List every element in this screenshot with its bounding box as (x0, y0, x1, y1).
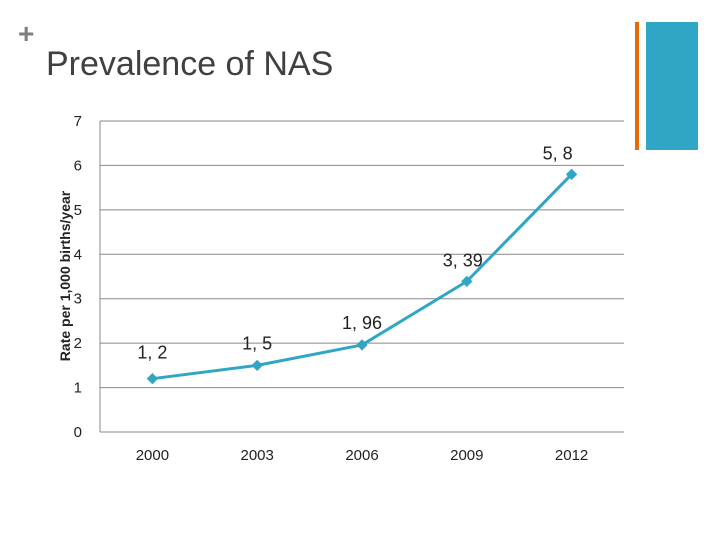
x-tick-label-2012: 2012 (555, 447, 588, 464)
slide-bullet-plus: + (18, 18, 35, 49)
y-axis-title: Rate per 1,000 births/year (57, 190, 73, 361)
data-point-2006 (356, 339, 368, 351)
x-tick-label-2000: 2000 (136, 447, 169, 464)
y-tick-label-0: 0 (74, 424, 82, 441)
data-point-2009 (461, 275, 473, 288)
x-tick-label-2009: 2009 (450, 447, 483, 464)
accent-bar-orange (635, 22, 639, 150)
data-point-2012 (565, 168, 578, 180)
y-tick-label-5: 5 (74, 202, 82, 219)
data-label-2003: 1, 5 (242, 333, 272, 353)
y-tick-label-1: 1 (74, 380, 82, 397)
data-label-2009: 3, 39 (443, 250, 483, 270)
y-tick-label-2: 2 (74, 335, 82, 352)
data-label-2012: 5, 8 (543, 143, 573, 163)
data-point-2003 (251, 359, 263, 372)
data-label-2006: 1, 96 (342, 313, 382, 333)
y-tick-label-7: 7 (74, 113, 82, 130)
y-tick-label-4: 4 (74, 246, 82, 263)
data-point-2000 (146, 373, 159, 385)
data-label-2000: 1, 2 (137, 343, 167, 363)
x-tick-label-2003: 2003 (241, 447, 274, 464)
y-tick-label-3: 3 (74, 291, 82, 308)
y-tick-label-6: 6 (74, 157, 82, 174)
accent-block-teal (646, 22, 698, 150)
x-tick-label-2006: 2006 (345, 447, 378, 464)
slide-title: Prevalence of NAS (46, 45, 334, 83)
